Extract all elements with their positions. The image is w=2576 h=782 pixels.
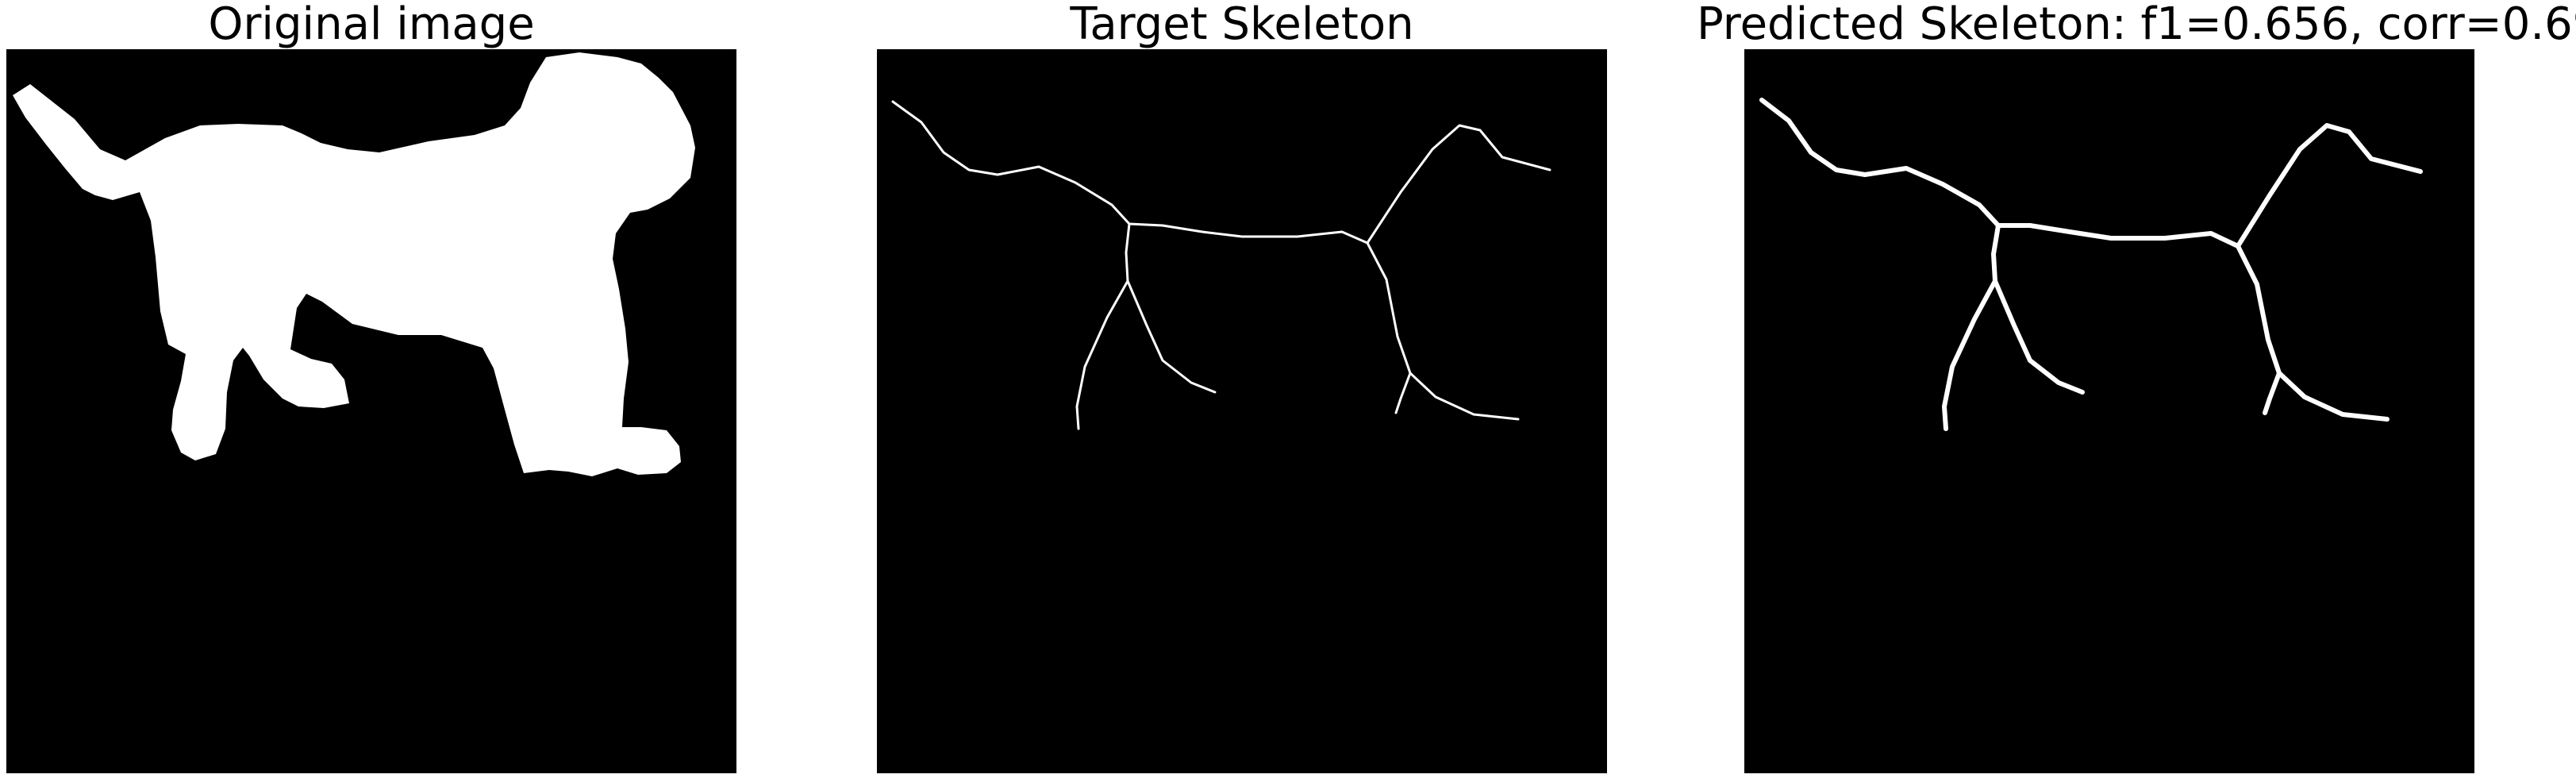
target-front-leg-b (1126, 279, 1217, 394)
target-rear-leg-b (1394, 372, 1412, 414)
predicted-tail-spine (1759, 98, 2240, 248)
predicted-rear-leg-b (2263, 371, 2282, 415)
target-skeleton-image (877, 49, 1607, 773)
predicted-head-branch (2236, 123, 2423, 248)
predicted-skeleton-title: Predicted Skeleton: f1=0.656, corr=0.696 (1697, 0, 2576, 50)
predicted-front-leg-b (1993, 279, 2085, 395)
predicted-skeleton-panel: Predicted Skeleton: f1=0.656, corr=0.696 (1697, 0, 2576, 782)
dog-silhouette (13, 52, 695, 476)
target-front-leg-a (1075, 222, 1131, 430)
target-skeleton-panel: Target Skeleton (877, 0, 1607, 782)
predicted-front-leg-a (1942, 223, 2001, 431)
target-head-branch (1366, 124, 1551, 245)
original-image (6, 49, 736, 773)
original-image-title: Original image (208, 0, 535, 50)
original-image-panel: Original image (6, 0, 736, 782)
target-tail-spine (891, 100, 1369, 245)
predicted-skeleton-image (1744, 49, 2474, 773)
target-skeleton-title: Target Skeleton (1070, 0, 1414, 50)
